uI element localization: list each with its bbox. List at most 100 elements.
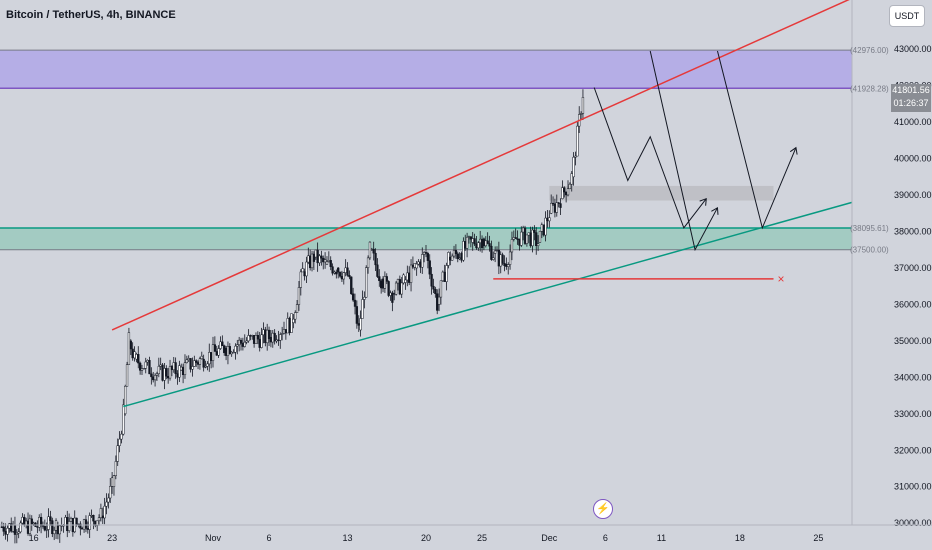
candle-body	[11, 525, 15, 532]
candle	[239, 337, 243, 351]
candle-body	[290, 313, 293, 333]
drawings-layer: ×	[111, 0, 853, 408]
candle	[273, 329, 276, 345]
candle-body	[97, 517, 101, 522]
lightning-icon[interactable]: ⚡	[593, 499, 613, 519]
candle	[71, 517, 75, 537]
candle	[510, 231, 514, 261]
candle-body	[275, 339, 278, 342]
candle-body	[243, 341, 246, 347]
candle-body	[473, 238, 476, 245]
candle-body	[200, 355, 203, 360]
candle-body	[202, 358, 205, 368]
candle	[499, 251, 502, 274]
candle-body	[297, 287, 301, 305]
candle	[260, 327, 263, 349]
candle-body	[266, 329, 269, 344]
candle	[520, 226, 523, 248]
candle-body	[180, 366, 183, 371]
candle-body	[84, 519, 88, 529]
candle-body	[38, 516, 41, 528]
candle	[67, 513, 71, 533]
candle	[193, 355, 196, 367]
candle-body	[159, 364, 162, 367]
candle	[209, 352, 213, 369]
time-tick-label: 6	[267, 533, 272, 543]
candle	[150, 367, 153, 385]
candle-body	[540, 224, 543, 232]
candle	[533, 225, 536, 241]
candle	[394, 281, 398, 296]
candle	[204, 360, 207, 369]
candle-body	[142, 368, 146, 370]
candle	[144, 357, 147, 374]
candle-body	[535, 232, 538, 246]
candle	[21, 513, 24, 526]
candle	[200, 351, 203, 360]
candle-body	[303, 271, 306, 277]
time-axis[interactable]: 16 23 Nov 6 13 20 25 Dec 6 11 18 25	[0, 524, 932, 543]
candle-body	[421, 254, 424, 268]
candle	[368, 241, 372, 260]
candle	[508, 244, 512, 270]
bar-countdown: 01:26:37	[893, 98, 929, 108]
candle	[138, 361, 142, 375]
price-level-label: (42976.00)	[850, 46, 889, 55]
candle-body	[441, 271, 444, 282]
candle	[142, 368, 146, 370]
candle	[49, 510, 52, 526]
candle-body	[153, 375, 157, 381]
currency-button[interactable]: USDT	[889, 5, 925, 27]
candle	[297, 281, 301, 311]
candle-body	[185, 359, 188, 363]
candle-body	[351, 293, 355, 301]
candle	[396, 278, 400, 291]
candle-body	[247, 335, 250, 342]
candle-body	[376, 264, 379, 277]
candle	[357, 315, 360, 332]
candle-body	[168, 366, 172, 379]
candle-body	[279, 334, 282, 341]
candle	[469, 236, 472, 248]
candle	[73, 510, 76, 534]
candle-body	[333, 271, 336, 274]
candle-body	[269, 336, 273, 343]
time-tick-label: Dec	[541, 533, 558, 543]
candle	[206, 361, 209, 371]
candle	[486, 232, 489, 245]
candle-body	[310, 253, 314, 269]
candle-body	[56, 524, 60, 535]
candle-body	[30, 518, 33, 525]
candle	[443, 264, 446, 282]
candle-body	[527, 232, 530, 236]
candle	[312, 251, 316, 271]
candle-body	[82, 519, 86, 530]
candle	[38, 514, 41, 532]
candle-body	[256, 335, 259, 340]
candle-body	[437, 296, 441, 305]
candle-body	[460, 253, 463, 261]
candle-body	[486, 240, 489, 244]
candle	[398, 275, 401, 296]
candle-body	[320, 255, 323, 259]
candle-body	[292, 318, 295, 323]
last-price-value: 41801.56	[892, 85, 930, 95]
candle-body	[32, 522, 35, 525]
candle	[361, 290, 364, 319]
candle	[342, 271, 345, 285]
candle	[15, 529, 18, 544]
time-tick-label: Nov	[205, 533, 222, 543]
candle-body	[110, 477, 114, 487]
candle	[409, 259, 413, 292]
price-axis[interactable]: 30000.00 31000.00 32000.00 33000.00 34000.00…	[850, 0, 932, 528]
candle	[116, 438, 119, 466]
candle-body	[8, 523, 11, 529]
candle-body	[193, 360, 196, 367]
candle	[191, 357, 194, 377]
candle-body	[374, 252, 377, 266]
candle-body	[426, 253, 430, 261]
candle-body	[394, 282, 398, 295]
candle	[122, 398, 125, 436]
